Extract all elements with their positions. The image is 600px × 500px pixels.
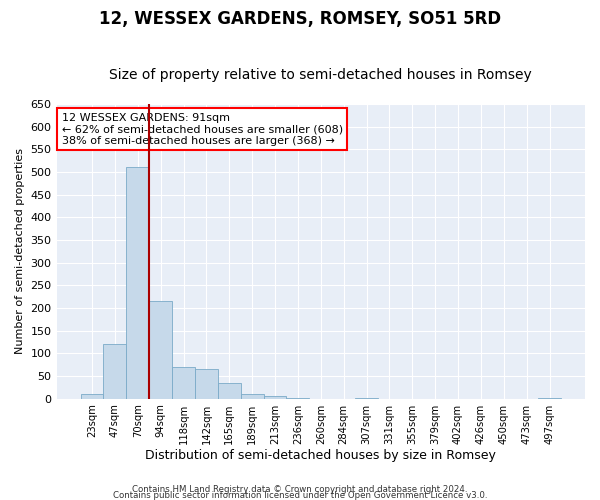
Bar	[103, 344, 127, 399]
Bar	[80, 394, 103, 398]
Bar	[218, 383, 241, 398]
Y-axis label: Number of semi-detached properties: Number of semi-detached properties	[15, 148, 25, 354]
Title: Size of property relative to semi-detached houses in Romsey: Size of property relative to semi-detach…	[109, 68, 532, 82]
Bar	[241, 394, 263, 398]
Bar	[172, 367, 195, 398]
Bar	[149, 301, 172, 398]
Text: Contains HM Land Registry data © Crown copyright and database right 2024.: Contains HM Land Registry data © Crown c…	[132, 484, 468, 494]
Bar	[127, 168, 149, 398]
X-axis label: Distribution of semi-detached houses by size in Romsey: Distribution of semi-detached houses by …	[145, 450, 496, 462]
Text: Contains public sector information licensed under the Open Government Licence v3: Contains public sector information licen…	[113, 490, 487, 500]
Bar	[195, 369, 218, 398]
Text: 12 WESSEX GARDENS: 91sqm
← 62% of semi-detached houses are smaller (608)
38% of : 12 WESSEX GARDENS: 91sqm ← 62% of semi-d…	[62, 113, 343, 146]
Bar	[263, 396, 286, 398]
Text: 12, WESSEX GARDENS, ROMSEY, SO51 5RD: 12, WESSEX GARDENS, ROMSEY, SO51 5RD	[99, 10, 501, 28]
